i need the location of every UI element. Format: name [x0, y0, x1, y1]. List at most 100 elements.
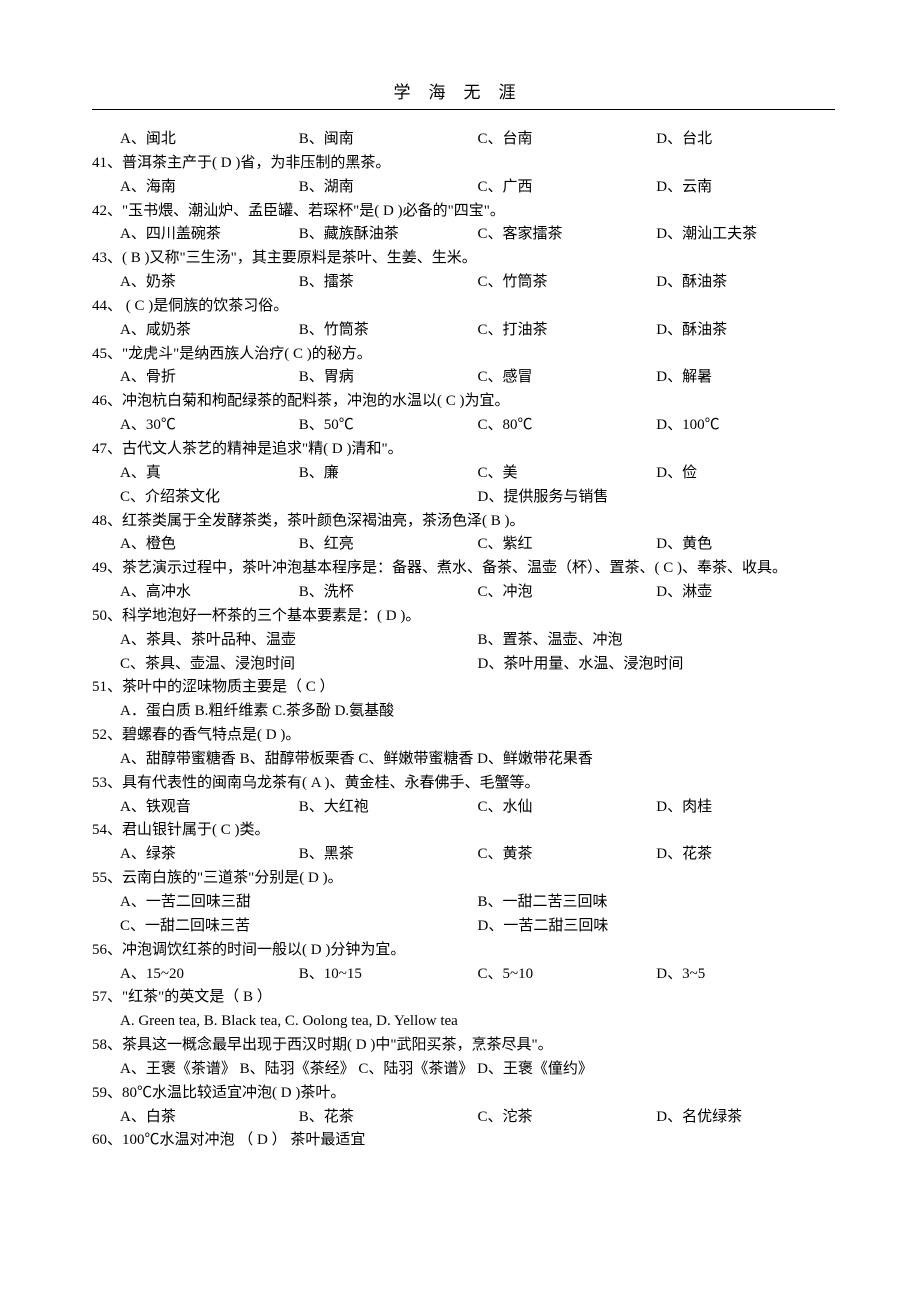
question-line: 41、普洱茶主产于( D )省，为非压制的黑茶。: [92, 152, 835, 176]
option: B、10~15: [299, 963, 478, 987]
option: B、花茶: [299, 1106, 478, 1130]
option-row: A、奶茶B、擂茶C、竹筒茶D、酥油茶: [92, 271, 835, 295]
option: A、四川盖碗茶: [120, 223, 299, 247]
option-line: A、甜醇带蜜糖香 B、甜醇带板栗香 C、鲜嫩带蜜糖香 D、鲜嫩带花果香: [92, 748, 835, 772]
option: C、竹筒茶: [478, 271, 657, 295]
question-content: A、闽北B、闽南C、台南D、台北41、普洱茶主产于( D )省，为非压制的黑茶。…: [92, 128, 835, 1153]
question-line: 54、君山银针属于( C )类。: [92, 819, 835, 843]
option-row: A、橙色B、红亮C、紫红D、黄色: [92, 533, 835, 557]
question-line: 51、茶叶中的涩味物质主要是（ C ）: [92, 676, 835, 700]
question-line: 58、茶具这一概念最早出现于西汉时期( D )中"武阳买茶，烹茶尽具"。: [92, 1034, 835, 1058]
option: B、胃病: [299, 366, 478, 390]
option: A、咸奶茶: [120, 319, 299, 343]
option-row: A、高冲水B、洗杯C、冲泡D、淋壶: [92, 581, 835, 605]
option: D、名优绿茶: [656, 1106, 835, 1130]
option: B、50℃: [299, 414, 478, 438]
option-row: C、茶具、壶温、浸泡时间D、茶叶用量、水温、浸泡时间: [92, 653, 835, 677]
option: B、大红袍: [299, 796, 478, 820]
option-row: C、一甜二回味三苦D、一苦二甜三回味: [92, 915, 835, 939]
option: D、酥油茶: [656, 271, 835, 295]
option: C、介绍茶文化: [120, 486, 478, 510]
option-row: A、真B、廉C、美D、俭: [92, 462, 835, 486]
option: D、100℃: [656, 414, 835, 438]
option: A、真: [120, 462, 299, 486]
document-page: 学海无涯 A、闽北B、闽南C、台南D、台北41、普洱茶主产于( D )省，为非压…: [0, 0, 920, 1213]
option: B、一甜二苦三回味: [478, 891, 836, 915]
option: A、骨折: [120, 366, 299, 390]
option: C、广西: [478, 176, 657, 200]
question-line: 57、"红茶"的英文是（ B ）: [92, 986, 835, 1010]
option: D、提供服务与销售: [478, 486, 836, 510]
question-line: 42、"玉书煨、潮汕炉、孟臣罐、若琛杯"是( D )必备的"四宝"。: [92, 200, 835, 224]
option: B、红亮: [299, 533, 478, 557]
option: B、擂茶: [299, 271, 478, 295]
option: D、黄色: [656, 533, 835, 557]
option: C、打油茶: [478, 319, 657, 343]
option: B、洗杯: [299, 581, 478, 605]
question-line: 53、具有代表性的闽南乌龙茶有( A )、黄金桂、永春佛手、毛蟹等。: [92, 772, 835, 796]
question-line: 47、古代文人茶艺的精神是追求"精( D )清和"。: [92, 438, 835, 462]
option: D、潮汕工夫茶: [656, 223, 835, 247]
option: A、15~20: [120, 963, 299, 987]
option: B、闽南: [299, 128, 478, 152]
option: C、一甜二回味三苦: [120, 915, 478, 939]
question-line: 46、冲泡杭白菊和枸配绿茶的配料茶，冲泡的水温以( C )为宜。: [92, 390, 835, 414]
option-row: A、一苦二回味三甜B、一甜二苦三回味: [92, 891, 835, 915]
option-row: A、铁观音B、大红袍C、水仙D、肉桂: [92, 796, 835, 820]
option: A、海南: [120, 176, 299, 200]
option-row: C、介绍茶文化D、提供服务与销售: [92, 486, 835, 510]
question-line: 60、100℃水温对冲泡 （ D ） 茶叶最适宜: [92, 1129, 835, 1153]
option: D、肉桂: [656, 796, 835, 820]
option-line: A．蛋白质 B.粗纤维素 C.茶多酚 D.氨基酸: [92, 700, 835, 724]
question-line: 49、茶艺演示过程中，茶叶冲泡基本程序是：备器、煮水、备茶、温壶（杯）、置茶、(…: [92, 557, 835, 581]
option-row: A、闽北B、闽南C、台南D、台北: [92, 128, 835, 152]
option-row: A、30℃B、50℃C、80℃D、100℃: [92, 414, 835, 438]
option-row: A、茶具、茶叶品种、温壶B、置茶、温壶、冲泡: [92, 629, 835, 653]
option-row: A、四川盖碗茶B、藏族酥油茶C、客家擂茶D、潮汕工夫茶: [92, 223, 835, 247]
option: C、美: [478, 462, 657, 486]
option-line: A、王褒《茶谱》 B、陆羽《茶经》 C、陆羽《茶谱》 D、王褒《僮约》: [92, 1058, 835, 1082]
question-line: 56、冲泡调饮红茶的时间一般以( D )分钟为宜。: [92, 939, 835, 963]
option: B、湖南: [299, 176, 478, 200]
option: C、80℃: [478, 414, 657, 438]
option: D、花茶: [656, 843, 835, 867]
option: D、解暑: [656, 366, 835, 390]
option: B、藏族酥油茶: [299, 223, 478, 247]
option: D、3~5: [656, 963, 835, 987]
option: A、绿茶: [120, 843, 299, 867]
option: D、淋壶: [656, 581, 835, 605]
option-row: A、海南B、湖南C、广西D、云南: [92, 176, 835, 200]
option: A、一苦二回味三甜: [120, 891, 478, 915]
question-line: 52、碧螺春的香气特点是( D )。: [92, 724, 835, 748]
option: A、高冲水: [120, 581, 299, 605]
option: D、茶叶用量、水温、浸泡时间: [478, 653, 836, 677]
option: D、台北: [656, 128, 835, 152]
question-line: 43、( B )又称"三生汤"，其主要原料是茶叶、生姜、生米。: [92, 247, 835, 271]
option: B、廉: [299, 462, 478, 486]
option: B、黑茶: [299, 843, 478, 867]
option: C、台南: [478, 128, 657, 152]
option: C、5~10: [478, 963, 657, 987]
question-line: 48、红茶类属于全发酵茶类，茶叶颜色深褐油亮，茶汤色泽( B )。: [92, 510, 835, 534]
option: A、橙色: [120, 533, 299, 557]
option-line: A. Green tea, B. Black tea, C. Oolong te…: [92, 1010, 835, 1034]
option: A、奶茶: [120, 271, 299, 295]
option: C、水仙: [478, 796, 657, 820]
option: C、黄茶: [478, 843, 657, 867]
question-line: 50、科学地泡好一杯茶的三个基本要素是：( D )。: [92, 605, 835, 629]
option: C、感冒: [478, 366, 657, 390]
option-row: A、咸奶茶B、竹筒茶C、打油茶D、酥油茶: [92, 319, 835, 343]
option: D、俭: [656, 462, 835, 486]
question-line: 59、80℃水温比较适宜冲泡( D )茶叶。: [92, 1082, 835, 1106]
option: C、紫红: [478, 533, 657, 557]
question-line: 44、 ( C )是侗族的饮茶习俗。: [92, 295, 835, 319]
option: C、茶具、壶温、浸泡时间: [120, 653, 478, 677]
option: A、30℃: [120, 414, 299, 438]
option: D、一苦二甜三回味: [478, 915, 836, 939]
option-row: A、骨折B、胃病C、感冒D、解暑: [92, 366, 835, 390]
option: A、茶具、茶叶品种、温壶: [120, 629, 478, 653]
question-line: 45、"龙虎斗"是纳西族人治疗( C )的秘方。: [92, 343, 835, 367]
option-row: A、15~20B、10~15C、5~10D、3~5: [92, 963, 835, 987]
option-row: A、绿茶B、黑茶C、黄茶D、花茶: [92, 843, 835, 867]
option: C、沱茶: [478, 1106, 657, 1130]
